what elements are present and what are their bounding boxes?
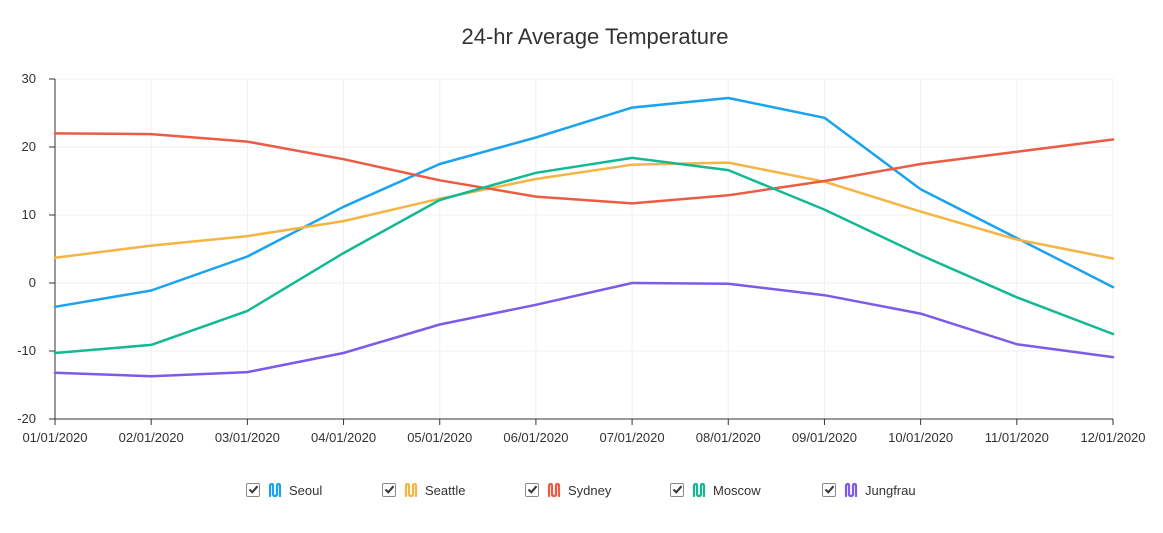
x-tick-label: 07/01/2020 — [600, 430, 665, 445]
x-tick-label: 09/01/2020 — [792, 430, 857, 445]
y-tick-label: -10 — [17, 343, 36, 358]
series-swatch-icon — [844, 482, 858, 498]
line-chart: -20 -10 0 10 20 30 01/01/2020 02/01/2020 03/01/2… — [17, 71, 1145, 445]
legend-checkbox[interactable] — [525, 483, 539, 497]
checkmark-icon — [384, 485, 395, 494]
legend-checkbox[interactable] — [246, 483, 260, 497]
legend-checkbox[interactable] — [382, 483, 396, 497]
x-tick-label: 11/01/2020 — [985, 430, 1049, 445]
x-tick-label: 06/01/2020 — [503, 430, 568, 445]
legend-label: Seattle — [425, 482, 466, 498]
legend-item-jungfrau[interactable]: Jungfrau — [822, 480, 916, 500]
x-tick-label: 12/01/2020 — [1080, 430, 1145, 445]
legend-checkbox[interactable] — [822, 483, 836, 497]
x-tick-label: 05/01/2020 — [407, 430, 472, 445]
x-tick-label: 02/01/2020 — [119, 430, 184, 445]
legend-item-seoul[interactable]: Seoul — [246, 480, 322, 500]
series-line-jungfrau — [53, 281, 1115, 378]
checkmark-icon — [527, 485, 538, 494]
series-line-sydney — [53, 132, 1115, 205]
y-tick-label: -20 — [17, 411, 36, 426]
x-tick-label: 04/01/2020 — [311, 430, 376, 445]
legend-label: Jungfrau — [865, 482, 916, 498]
series-line-seoul — [53, 96, 1115, 309]
legend-item-sydney[interactable]: Sydney — [525, 480, 611, 500]
series-swatch-icon — [547, 482, 561, 498]
legend-label: Sydney — [568, 482, 612, 498]
series-line-moscow — [53, 156, 1115, 355]
y-tick-label: 10 — [22, 207, 36, 222]
checkmark-icon — [248, 485, 259, 494]
chart-legend: Seoul Seattle Sydney Moscow Jungfrau — [0, 480, 1163, 502]
x-tick-label: 01/01/2020 — [22, 430, 87, 445]
series-swatch-icon — [404, 482, 418, 498]
chart-title: 24-hr Average Temperature — [461, 24, 729, 49]
checkmark-icon — [824, 485, 835, 494]
y-tick-label: 20 — [22, 139, 36, 154]
x-tick-label: 08/01/2020 — [696, 430, 761, 445]
x-tick-label: 03/01/2020 — [215, 430, 280, 445]
legend-item-moscow[interactable]: Moscow — [670, 480, 761, 500]
legend-label: Seoul — [289, 482, 323, 498]
legend-item-seattle[interactable]: Seattle — [382, 480, 465, 500]
legend-checkbox[interactable] — [670, 483, 684, 497]
y-tick-label: 30 — [22, 71, 36, 86]
x-tick-label: 10/01/2020 — [888, 430, 953, 445]
series-swatch-icon — [692, 482, 706, 498]
series-line-seattle — [53, 161, 1115, 260]
checkmark-icon — [672, 485, 683, 494]
legend-label: Moscow — [713, 482, 761, 498]
series-swatch-icon — [268, 482, 282, 498]
y-tick-label: 0 — [29, 275, 36, 290]
